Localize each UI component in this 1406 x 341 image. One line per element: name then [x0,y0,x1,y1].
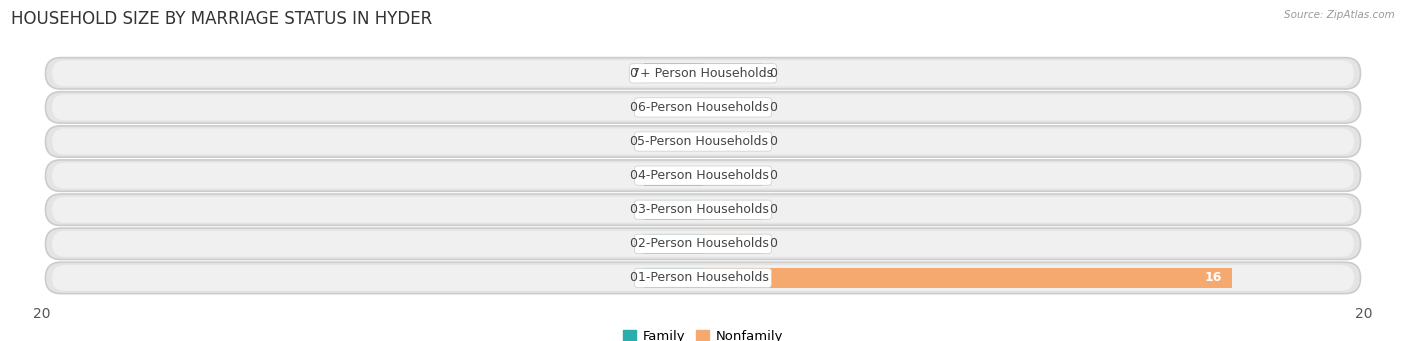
Text: 0: 0 [628,203,637,216]
Bar [703,268,1232,288]
Bar [644,268,703,288]
Text: 16: 16 [1205,271,1222,284]
FancyBboxPatch shape [52,60,1354,86]
Text: 0: 0 [628,67,637,80]
FancyBboxPatch shape [45,126,1361,157]
Bar [703,63,762,83]
FancyBboxPatch shape [45,228,1361,260]
Text: 1-Person Households: 1-Person Households [637,271,769,284]
Text: 0: 0 [769,203,778,216]
Legend: Family, Nonfamily: Family, Nonfamily [617,325,789,341]
FancyBboxPatch shape [52,163,1354,189]
Bar [644,234,703,254]
Text: 0: 0 [628,271,637,284]
Text: 0: 0 [769,135,778,148]
Text: 0: 0 [628,169,637,182]
Text: 0: 0 [769,169,778,182]
FancyBboxPatch shape [45,160,1361,191]
FancyBboxPatch shape [52,231,1354,257]
FancyBboxPatch shape [45,58,1361,89]
Text: 5-Person Households: 5-Person Households [637,135,769,148]
FancyBboxPatch shape [52,265,1354,291]
Text: 0: 0 [769,237,778,250]
Bar [703,132,762,151]
Text: 7+ Person Households: 7+ Person Households [633,67,773,80]
Text: Source: ZipAtlas.com: Source: ZipAtlas.com [1284,10,1395,20]
Bar [703,98,762,117]
Bar [703,234,762,254]
Text: HOUSEHOLD SIZE BY MARRIAGE STATUS IN HYDER: HOUSEHOLD SIZE BY MARRIAGE STATUS IN HYD… [11,10,433,28]
FancyBboxPatch shape [52,94,1354,120]
FancyBboxPatch shape [45,92,1361,123]
Text: 3-Person Households: 3-Person Households [637,203,769,216]
Text: 0: 0 [769,67,778,80]
Text: 0: 0 [769,101,778,114]
Bar [703,166,762,186]
Text: 4-Person Households: 4-Person Households [637,169,769,182]
Bar [644,63,703,83]
Bar [703,200,762,220]
FancyBboxPatch shape [45,262,1361,294]
Bar [644,98,703,117]
Text: 2-Person Households: 2-Person Households [637,237,769,250]
FancyBboxPatch shape [52,129,1354,154]
FancyBboxPatch shape [52,197,1354,223]
Text: 0: 0 [628,101,637,114]
Text: 6-Person Households: 6-Person Households [637,101,769,114]
Bar [644,200,703,220]
Bar [644,132,703,151]
Text: 0: 0 [628,135,637,148]
Bar [644,166,703,186]
Text: 0: 0 [628,237,637,250]
FancyBboxPatch shape [45,194,1361,225]
